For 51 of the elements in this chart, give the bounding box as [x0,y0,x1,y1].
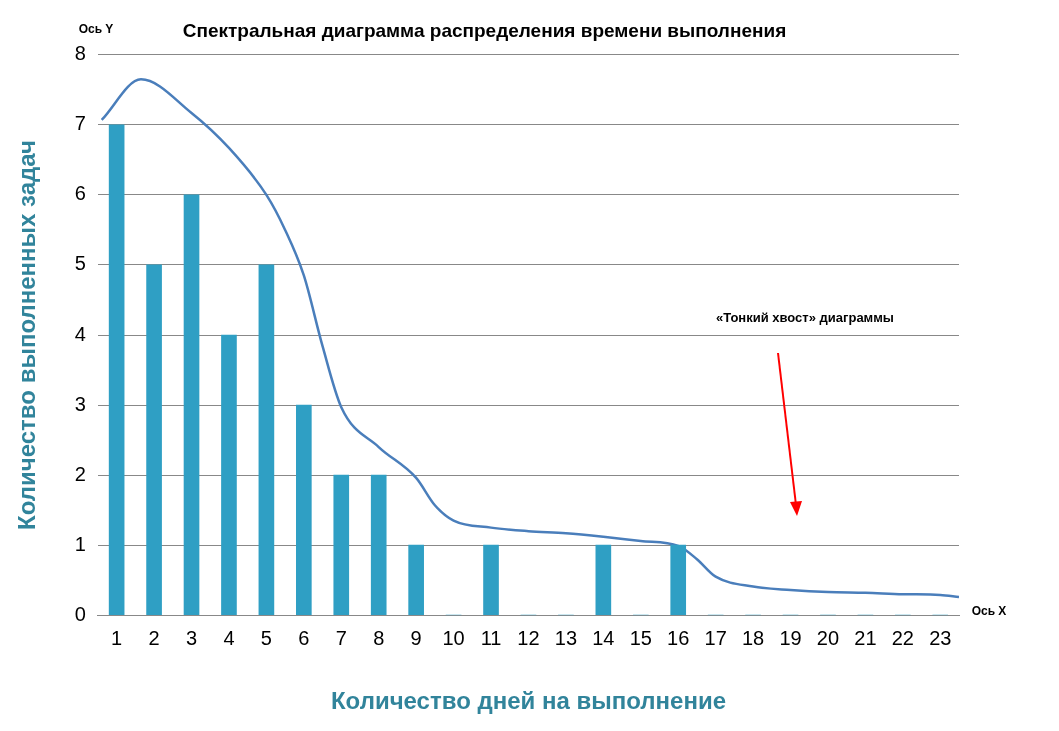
x-tick-label: 12 [517,626,540,649]
bar [146,264,162,616]
bar [370,474,387,616]
x-tick-label: 6 [298,626,310,649]
y-axis-title: Количество выполненных задач [13,140,41,530]
bar [483,544,499,616]
x-tick-label: 16 [667,626,690,649]
x-tick-label: 21 [854,626,877,649]
bar [183,194,200,616]
y-tick-label: 0 [74,602,86,625]
line-series [100,78,959,599]
x-tick-label: 15 [629,626,652,649]
bar [595,544,612,616]
x-tick-label: 4 [223,626,235,649]
x-tick-label: 8 [373,626,385,649]
x-tick-label: 13 [554,626,578,649]
chart-title: Спектральная диаграмма распределения времени выполнения [182,19,787,41]
x-tick-label: 7 [335,626,347,649]
bar [108,124,125,616]
bar [296,404,312,616]
x-tick-label: 5 [260,626,272,649]
bar [670,544,687,616]
x-tick-label: 9 [410,626,422,649]
x-tick-label: 19 [779,626,802,649]
bar [221,334,237,616]
text: Ось X [971,604,1007,619]
y-tick-label: 3 [74,392,86,415]
text: Ось Y [78,22,114,37]
x-tick-label: 11 [480,626,502,649]
x-tick-label: 17 [704,626,727,649]
bar [333,474,350,616]
x-tick-label: 20 [816,626,840,649]
y-tick-label: 8 [74,42,86,65]
y-tick-label: 7 [74,112,86,135]
x-tick-label: 10 [442,626,465,649]
x-axis-title: Количество дней на выполнение [330,687,726,715]
bar [258,264,275,616]
x-tick-label: 23 [929,626,952,649]
x-tick-label: 1 [111,626,123,649]
y-tick-label: 5 [74,252,86,275]
y-tick-label: 1 [74,532,86,555]
x-tick-label: 3 [185,626,198,649]
y-tick-label: 4 [74,322,86,345]
x-tick-label: 14 [592,626,615,649]
x-tick-label: 22 [891,626,914,649]
y-tick-label: 6 [74,182,86,205]
x-tick-label: 2 [148,626,160,649]
annotation: «Тонкий хвост» диаграммы [716,309,894,325]
bar [408,544,424,616]
x-tick-label: 18 [741,626,765,649]
y-tick-label: 2 [74,462,86,485]
